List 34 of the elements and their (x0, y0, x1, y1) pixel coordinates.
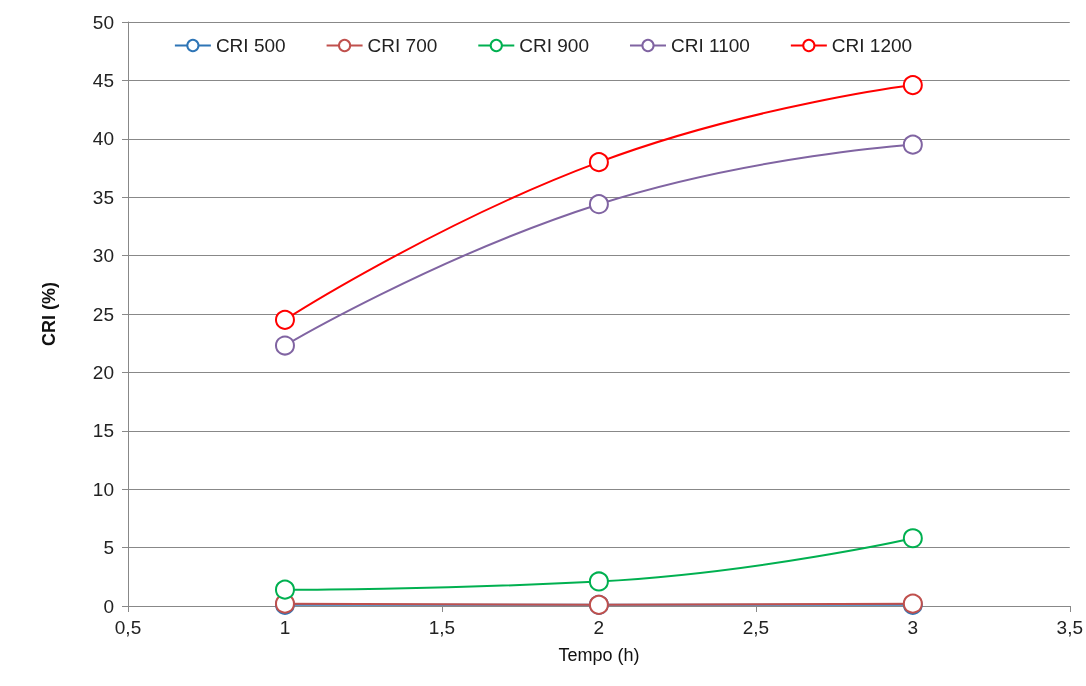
y-axis-title: CRI (%) (39, 282, 59, 346)
y-tick-label: 25 (92, 303, 114, 325)
y-tick-label: 45 (92, 69, 114, 91)
y-tick-label: 50 (92, 11, 114, 33)
x-tick-label: 0,5 (114, 617, 142, 638)
legend-label: CRI 1200 (831, 35, 913, 56)
point (902, 75, 923, 96)
point (274, 309, 295, 330)
x-tick-label: 3 (907, 617, 919, 638)
legend-label: CRI 500 (215, 35, 286, 56)
y-tick-label: 35 (92, 186, 114, 208)
x-tick-label: 3,5 (1056, 617, 1083, 638)
legend-label: CRI 1100 (670, 35, 750, 56)
y-tick-label: 40 (92, 128, 114, 150)
y-tick-label: 30 (92, 245, 114, 267)
x-axis-title: Tempo (h) (558, 645, 640, 665)
x-tick-label: 1 (279, 617, 291, 638)
x-tick-label: 1,5 (428, 617, 456, 638)
point (274, 335, 295, 356)
legend-label: CRI 700 (367, 35, 438, 56)
point (274, 579, 295, 600)
y-tick-label: 15 (92, 420, 114, 442)
point (902, 134, 923, 155)
y-tick-label: 20 (92, 361, 114, 383)
legend-label: CRI 900 (519, 35, 589, 56)
y-tick-label: 10 (92, 478, 114, 500)
x-tick-label: 2,5 (742, 617, 770, 638)
point (588, 194, 609, 215)
x-tick-label: 2 (593, 617, 605, 638)
point (902, 528, 923, 549)
point (588, 152, 609, 173)
y-tick-label: 5 (103, 537, 114, 559)
y-tick-label: 0 (103, 595, 114, 617)
point (588, 571, 609, 592)
